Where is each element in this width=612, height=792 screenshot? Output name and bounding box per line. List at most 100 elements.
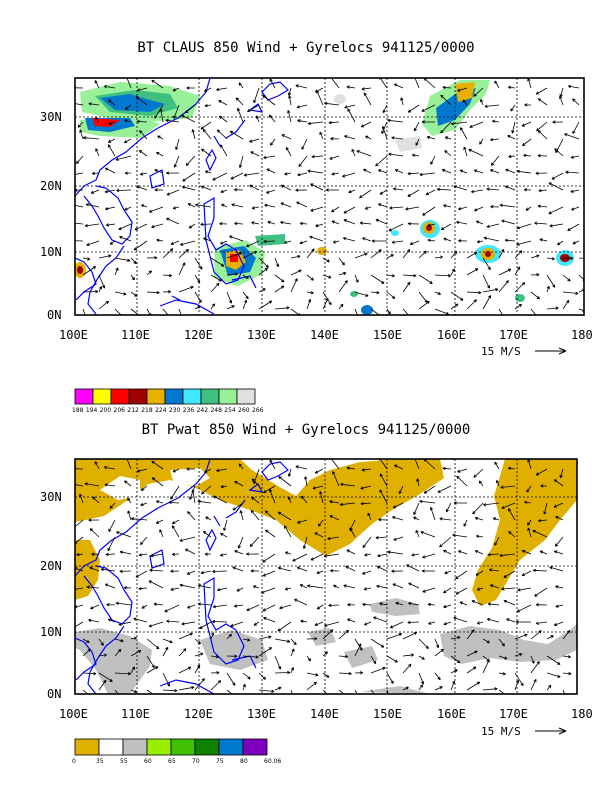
- wind-arrow: [115, 601, 132, 606]
- wind-arrow: [440, 94, 452, 106]
- wind-arrow: [229, 235, 244, 242]
- wind-arrow: [79, 129, 84, 140]
- wind-arrow: [95, 116, 100, 123]
- wind-arrow: [508, 531, 516, 538]
- wind-arrow: [106, 603, 116, 607]
- wind-arrow: [296, 566, 308, 572]
- wind-arrow: [274, 274, 285, 283]
- colorbar-swatch: [98, 738, 124, 756]
- wind-arrow: [242, 274, 249, 279]
- wind-arrow: [290, 278, 298, 293]
- wind-arrow: [567, 84, 580, 89]
- wind-arrow: [146, 270, 152, 276]
- wind-arrow: [220, 144, 228, 157]
- wind-arrow: [322, 291, 332, 306]
- coastline: [248, 483, 264, 493]
- colorbar-tick-label: 248: [210, 407, 222, 414]
- colorbar-swatch: [194, 738, 220, 756]
- wind-arrow: [156, 238, 164, 242]
- wind-arrow: [406, 564, 420, 572]
- wind-arrow: [201, 148, 212, 157]
- wind-arrow: [165, 118, 180, 123]
- wind-arrow: [186, 86, 195, 90]
- wind-arrow: [422, 553, 436, 559]
- pwat-region: [440, 624, 577, 664]
- colorbar-tick-label: 218: [141, 407, 153, 414]
- wind-arrow: [360, 501, 372, 506]
- wind-arrow: [212, 495, 228, 504]
- wind-arrow: [162, 273, 173, 278]
- wind-arrow: [279, 604, 292, 610]
- wind-arrow: [532, 568, 548, 573]
- wind-arrow: [82, 671, 97, 676]
- wind-arrow: [407, 104, 420, 113]
- wind-arrow: [294, 598, 308, 606]
- wind-arrow: [363, 587, 372, 591]
- wind-arrow: [116, 188, 132, 193]
- wind-arrow: [379, 489, 388, 504]
- wind-arrow: [88, 102, 100, 106]
- colorbar-tick-label: 260: [238, 407, 250, 414]
- wind-arrow: [280, 184, 292, 191]
- wind-arrow: [482, 638, 490, 644]
- wind-arrow: [482, 659, 490, 674]
- wind-arrow: [82, 638, 90, 643]
- wind-arrow: [178, 686, 195, 691]
- wind-arrow: [329, 78, 340, 89]
- map-frame: [74, 77, 585, 316]
- coastline: [213, 135, 221, 147]
- wind-arrow: [407, 222, 420, 226]
- wind-arrow: [370, 655, 377, 665]
- wind-arrow: [135, 570, 148, 578]
- wind-arrow: [527, 519, 532, 526]
- wind-arrow: [138, 586, 148, 591]
- wind-arrow: [138, 553, 148, 557]
- pwat-fill-layer: [75, 459, 577, 694]
- wind-arrow: [242, 683, 246, 691]
- wind-arrow: [450, 655, 461, 664]
- wind-arrow: [269, 78, 276, 89]
- wind-arrow: [280, 202, 292, 208]
- wind-arrow: [229, 130, 244, 140]
- wind-arrow: [226, 672, 236, 686]
- wind-arrow: [223, 519, 228, 531]
- wind-arrow: [155, 500, 164, 504]
- wind-arrow: [345, 565, 356, 572]
- wind-arrow: [338, 303, 344, 310]
- wind-arrow: [442, 85, 452, 90]
- wind-arrow: [262, 553, 276, 563]
- wind-arrow: [118, 621, 132, 626]
- wind-arrow: [516, 604, 532, 613]
- wind-arrow: [363, 621, 372, 626]
- wind-arrow: [425, 189, 436, 196]
- wind-arrow: [94, 461, 100, 470]
- coastline: [261, 81, 289, 101]
- wind-arrow: [498, 248, 505, 259]
- wind-arrow: [553, 479, 564, 487]
- wind-arrow: [76, 552, 84, 557]
- wind-arrow: [148, 580, 164, 589]
- wind-arrow: [310, 553, 324, 561]
- wind-arrow: [343, 206, 356, 214]
- wind-arrow: [522, 138, 532, 147]
- wind-arrow: [376, 565, 388, 572]
- wind-arrow: [507, 466, 516, 471]
- wind-arrow: [146, 655, 155, 669]
- wind-arrow: [338, 689, 345, 694]
- wind-arrow: [506, 618, 516, 623]
- wind-arrow: [154, 188, 164, 192]
- wind-arrow: [98, 254, 112, 259]
- wind-arrow: [234, 550, 244, 555]
- wind-arrow: [238, 463, 244, 470]
- wind-arrow: [133, 617, 148, 623]
- wind-arrow: [226, 272, 239, 276]
- wind-arrow: [170, 240, 180, 245]
- wind-arrow: [306, 637, 318, 641]
- wind-arrow: [299, 221, 308, 226]
- wind-arrow: [242, 638, 251, 642]
- wind-arrow: [338, 272, 347, 276]
- wind-arrow: [470, 189, 484, 194]
- wind-arrow: [452, 533, 468, 538]
- wind-arrow: [443, 549, 452, 555]
- wind-arrow: [284, 240, 292, 244]
